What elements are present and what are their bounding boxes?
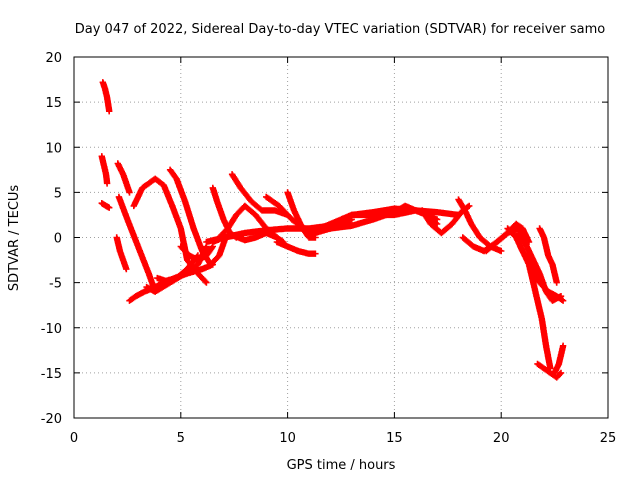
series-arc-13 (126, 261, 216, 304)
y-tick-label: -10 (41, 322, 62, 337)
data-point-markers (99, 79, 113, 115)
series-arc-34 (551, 342, 567, 377)
data-point-markers (209, 229, 287, 246)
series-arc-29 (483, 220, 533, 255)
series-arc-4 (114, 160, 133, 196)
series-arc-6 (113, 234, 130, 273)
x-tick-label: 20 (493, 431, 510, 446)
axis-ticks: 0 5 10 15 20 25 -20 -15 -10 -5 0 5 10 15 20 (41, 51, 617, 446)
series-arc-31 (515, 229, 565, 304)
plot-frame (73, 56, 609, 419)
data-points (98, 79, 567, 381)
data-point-markers (273, 238, 319, 257)
series-arc-5 (115, 193, 159, 295)
data-point-markers (115, 193, 159, 295)
data-point-markers (228, 171, 291, 219)
y-tick-label: 15 (45, 96, 62, 111)
data-point-markers (177, 243, 216, 264)
y-tick-label: -20 (41, 412, 62, 427)
data-point-markers (114, 160, 133, 196)
y-tick-label: 10 (45, 141, 62, 156)
series-arc-10 (166, 166, 197, 232)
data-point-markers (98, 200, 113, 211)
data-point-markers (483, 220, 533, 255)
data-point-markers (536, 225, 560, 286)
data-point-markers (517, 243, 554, 372)
x-tick-label: 15 (386, 431, 403, 446)
series-arc-1 (99, 79, 113, 115)
series-arc-2 (98, 153, 111, 187)
series-arc-17 (228, 171, 291, 219)
data-point-markers (455, 196, 505, 255)
y-tick-label: -5 (49, 277, 62, 292)
series-arc-35 (536, 225, 560, 286)
data-point-markers (98, 153, 111, 187)
data-point-markers (126, 261, 216, 304)
chart-title: Day 047 of 2022, Sidereal Day-to-day VTE… (75, 22, 606, 37)
data-point-markers (551, 342, 567, 377)
y-tick-label: 0 (54, 232, 62, 247)
series-arc-27 (455, 196, 505, 255)
y-tick-label: 20 (45, 51, 62, 66)
series-arc-21 (273, 238, 319, 257)
data-point-markers (130, 175, 176, 210)
x-tick-label: 25 (600, 431, 617, 446)
y-tick-label: 5 (54, 186, 62, 201)
x-tick-label: 0 (70, 431, 78, 446)
data-point-markers (515, 229, 565, 304)
series-arc-20 (209, 229, 287, 246)
x-tick-label: 10 (279, 431, 296, 446)
data-point-markers (113, 234, 130, 273)
x-tick-label: 5 (177, 431, 185, 446)
series-arc-32 (517, 243, 554, 372)
series-arc-14 (177, 243, 216, 264)
y-axis-title: SDTVAR / TECUs (7, 185, 22, 292)
series-arc-3 (98, 200, 113, 211)
x-axis-title: GPS time / hours (287, 458, 396, 473)
data-point-markers (166, 166, 197, 232)
y-tick-label: -15 (41, 367, 62, 382)
series-arc-8 (130, 175, 176, 210)
